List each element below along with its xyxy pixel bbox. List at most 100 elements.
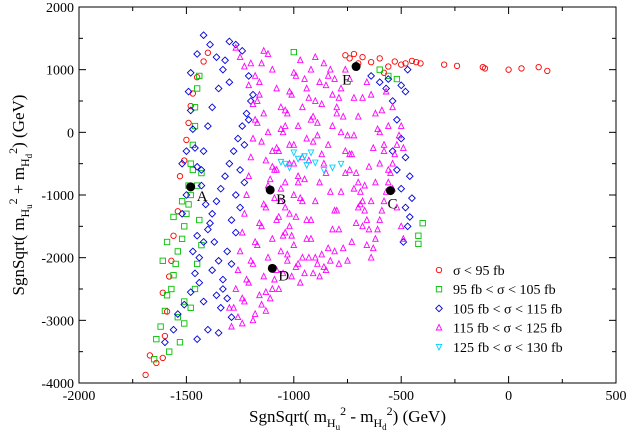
- data-point: [408, 57, 416, 65]
- data-point: [214, 328, 223, 337]
- data-point: [348, 150, 356, 158]
- y-tick-label: 0: [67, 126, 74, 141]
- data-point: [203, 225, 212, 234]
- data-point: [402, 60, 409, 67]
- data-point: [260, 109, 268, 117]
- data-point: [185, 119, 192, 127]
- data-point: [201, 200, 210, 209]
- data-point: [290, 48, 297, 56]
- data-point: [232, 284, 240, 292]
- data-point: [242, 109, 251, 118]
- data-point: [174, 208, 181, 215]
- data-point: [335, 259, 343, 267]
- axis-label-part: ) (GeV): [9, 95, 28, 148]
- data-point: [311, 52, 319, 60]
- data-point: [176, 339, 184, 346]
- data-point: [380, 146, 388, 154]
- y-tick-label: 1000: [46, 64, 74, 79]
- data-point: [279, 231, 287, 239]
- data-point: [365, 162, 373, 170]
- data-point: [281, 160, 289, 168]
- benchmark-point-d: [267, 263, 277, 273]
- data-point: [303, 134, 311, 142]
- data-point: [204, 49, 212, 56]
- data-point: [271, 275, 278, 283]
- data-point: [311, 96, 319, 104]
- data-point: [535, 64, 542, 71]
- data-point: [288, 231, 296, 239]
- data-point: [191, 104, 199, 111]
- data-point: [216, 303, 225, 312]
- data-point: [292, 212, 300, 220]
- data-point: [281, 228, 289, 236]
- data-point: [183, 136, 190, 144]
- data-point: [186, 106, 195, 115]
- data-point: [223, 294, 232, 303]
- data-point: [221, 56, 230, 65]
- data-point: [290, 240, 298, 248]
- data-point: [372, 178, 379, 186]
- data-point: [337, 84, 345, 92]
- data-point: [247, 256, 255, 264]
- legend-label: 125 fb < σ < 130 fb: [453, 341, 563, 356]
- y-tick-label: -1000: [41, 189, 74, 204]
- legend-marker: [435, 323, 443, 331]
- data-point: [225, 159, 234, 168]
- data-point: [331, 247, 339, 255]
- data-point: [331, 206, 339, 214]
- data-point: [309, 269, 317, 277]
- data-point: [403, 222, 412, 231]
- data-point: [374, 124, 381, 133]
- data-point: [151, 356, 158, 363]
- data-point: [403, 65, 412, 74]
- data-point: [348, 237, 356, 245]
- data-point: [203, 122, 212, 131]
- data-point: [367, 90, 375, 98]
- data-point: [303, 234, 311, 242]
- data-point: [320, 159, 328, 167]
- data-point: [372, 109, 379, 117]
- series-4: [225, 43, 407, 330]
- data-point: [417, 60, 424, 67]
- data-point: [159, 257, 166, 264]
- data-point: [210, 238, 219, 246]
- data-point: [290, 68, 298, 76]
- data-point: [218, 285, 227, 293]
- data-point: [380, 197, 388, 205]
- data-point: [311, 159, 319, 167]
- data-point: [218, 65, 227, 74]
- data-point: [214, 256, 223, 265]
- data-point: [290, 190, 298, 198]
- data-point: [350, 93, 358, 101]
- data-point: [401, 87, 410, 96]
- data-point: [251, 309, 259, 317]
- data-point: [256, 90, 263, 98]
- data-point: [173, 310, 182, 319]
- data-point: [307, 234, 315, 242]
- data-point: [337, 128, 345, 136]
- data-point: [322, 265, 330, 274]
- data-point: [344, 256, 351, 264]
- data-point: [350, 184, 358, 192]
- data-point: [238, 228, 246, 236]
- data-point: [251, 71, 259, 79]
- data-point: [185, 201, 192, 208]
- y-tick-label: -4000: [41, 377, 74, 392]
- data-point: [298, 103, 306, 111]
- data-point: [262, 287, 270, 295]
- data-point: [453, 62, 461, 70]
- data-point: [275, 284, 283, 292]
- data-point: [365, 225, 373, 233]
- data-point: [389, 103, 397, 111]
- data-point: [309, 112, 317, 120]
- data-point: [296, 278, 304, 286]
- data-point: [229, 147, 238, 156]
- data-point: [346, 55, 353, 62]
- data-point: [369, 244, 377, 252]
- data-point: [247, 59, 255, 67]
- data-point: [189, 166, 196, 174]
- y-axis-label: SgnSqrt( mHu2 + mHd2) (GeV): [6, 95, 34, 296]
- data-point: [199, 238, 208, 246]
- data-point: [399, 143, 407, 151]
- data-point: [281, 203, 289, 211]
